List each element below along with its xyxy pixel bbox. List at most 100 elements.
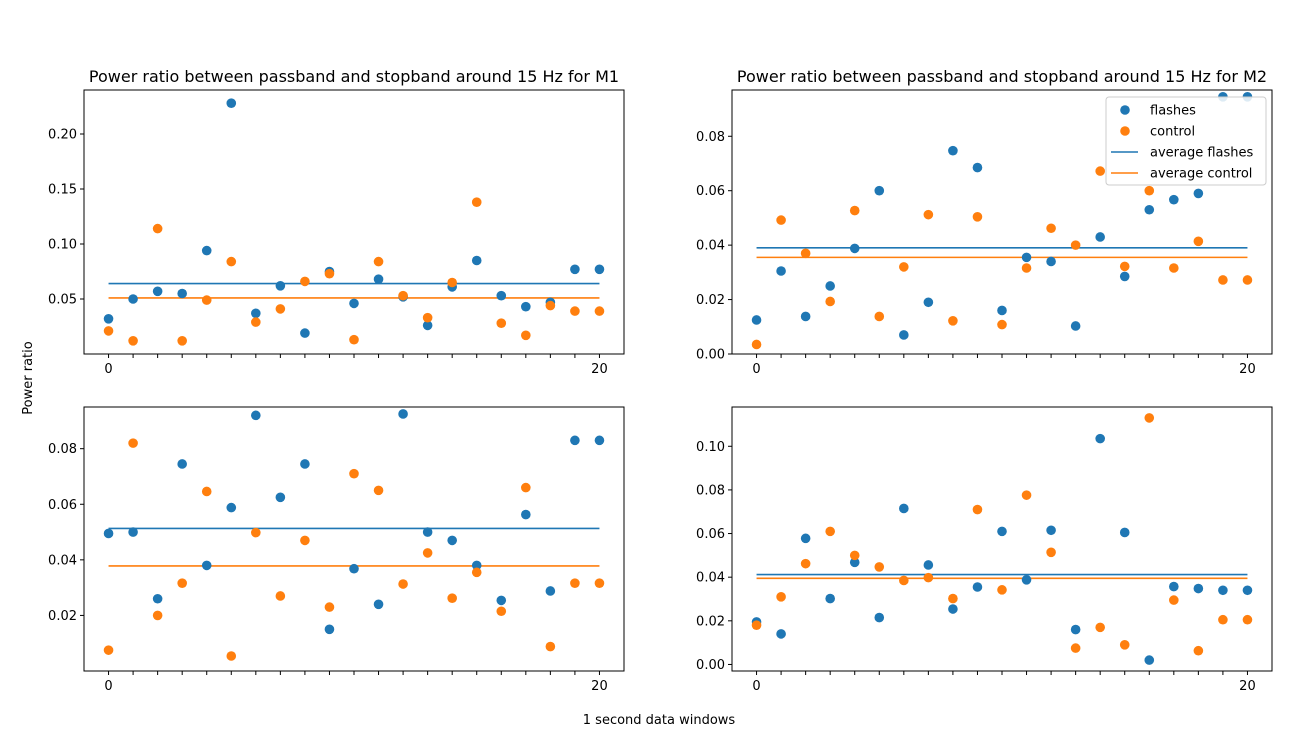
point-flashes [849, 557, 860, 568]
point-flashes [521, 301, 531, 312]
point-control [128, 336, 138, 346]
point-flashes [103, 528, 114, 539]
point-control [300, 535, 310, 546]
point-control [825, 526, 835, 537]
point-control [398, 579, 408, 589]
point-control [1046, 547, 1056, 558]
point-control [800, 248, 811, 259]
y-tick-label: 0.04 [696, 571, 725, 586]
point-control [948, 315, 958, 326]
point-control [1095, 622, 1105, 633]
point-flashes [825, 593, 835, 604]
point-control [594, 306, 605, 316]
point-flashes [1070, 321, 1081, 331]
panels: Power ratio between passband and stopban… [48, 67, 1273, 694]
point-control [594, 578, 605, 588]
point-control [972, 504, 983, 515]
point-control [1144, 413, 1155, 423]
point-flashes [177, 459, 187, 469]
point-flashes [152, 286, 163, 297]
x-tick-label: 0 [104, 679, 112, 694]
point-control [899, 262, 909, 272]
point-control [874, 562, 885, 572]
point-flashes [800, 533, 811, 544]
point-control [1070, 643, 1081, 653]
y-tick-label: 0.06 [696, 527, 725, 542]
point-flashes [521, 509, 531, 520]
point-control [300, 276, 310, 287]
point-control [373, 485, 384, 496]
point-flashes [1169, 581, 1179, 592]
point-flashes [972, 162, 983, 173]
y-tick-label: 0.08 [696, 130, 725, 145]
point-flashes [201, 245, 212, 256]
point-control [1169, 595, 1179, 605]
point-flashes [496, 290, 507, 301]
chart-panel-3: 0.02 0.04 0.06 0.08 0 20 [48, 406, 625, 694]
point-flashes [275, 281, 286, 291]
point-flashes [471, 255, 482, 266]
point-flashes [1193, 583, 1204, 594]
point-flashes [751, 315, 762, 325]
point-flashes [1144, 204, 1155, 215]
point-control [103, 645, 114, 655]
point-control [1070, 240, 1081, 250]
point-control [177, 336, 187, 346]
legend-box [1105, 96, 1267, 186]
point-flashes [948, 604, 958, 614]
legend-label: flashes [1150, 104, 1196, 119]
point-control [825, 296, 835, 307]
point-control [1095, 166, 1105, 176]
point-control [776, 215, 786, 225]
point-control [1218, 275, 1228, 285]
point-flashes [1046, 525, 1056, 536]
point-control [201, 295, 212, 305]
x-tick-label: 20 [591, 362, 608, 377]
point-control [398, 290, 408, 301]
point-flashes [594, 435, 605, 446]
x-tick-label: 0 [752, 362, 760, 377]
point-control [349, 468, 359, 479]
point-control [874, 311, 885, 322]
point-flashes [800, 311, 811, 322]
legend-marker [1120, 105, 1130, 115]
y-tick-label: 0.10 [48, 238, 77, 253]
point-control [496, 606, 507, 617]
point-control [923, 209, 934, 220]
y-tick-label: 0.20 [48, 128, 77, 143]
x-tick-label: 20 [1239, 362, 1256, 377]
point-flashes [849, 243, 860, 254]
chart-title: Power ratio between passband and stopban… [89, 67, 619, 86]
point-flashes [324, 624, 335, 635]
point-control [152, 610, 163, 621]
point-flashes [398, 409, 408, 419]
point-control [1021, 490, 1032, 500]
point-control [251, 527, 261, 538]
point-flashes [128, 527, 138, 537]
y-tick-label: 0.02 [48, 609, 77, 624]
point-flashes [1021, 252, 1032, 263]
y-tick-label: 0.02 [696, 614, 725, 629]
chart-panel-4: 0.00 0.02 0.04 0.06 0.08 0.10 0 20 [696, 406, 1273, 694]
point-flashes [300, 328, 310, 338]
y-tick-label: 0.05 [48, 293, 77, 308]
point-control [275, 304, 286, 314]
y-tick-label: 0.10 [696, 440, 725, 455]
x-tick-label: 20 [1239, 679, 1256, 694]
point-control [152, 223, 163, 234]
point-control [1193, 236, 1204, 247]
point-control [103, 326, 114, 336]
point-flashes [923, 560, 934, 570]
x-tick-label: 20 [591, 679, 608, 694]
point-control [226, 651, 237, 661]
point-flashes [152, 593, 163, 604]
point-flashes [251, 410, 261, 421]
point-control [570, 578, 580, 588]
point-control [776, 592, 786, 602]
point-control [923, 572, 934, 583]
y-tick-label: 0.02 [696, 293, 725, 308]
point-control [1021, 263, 1032, 273]
point-control [496, 318, 507, 329]
point-flashes [594, 264, 605, 275]
point-flashes [226, 98, 237, 108]
